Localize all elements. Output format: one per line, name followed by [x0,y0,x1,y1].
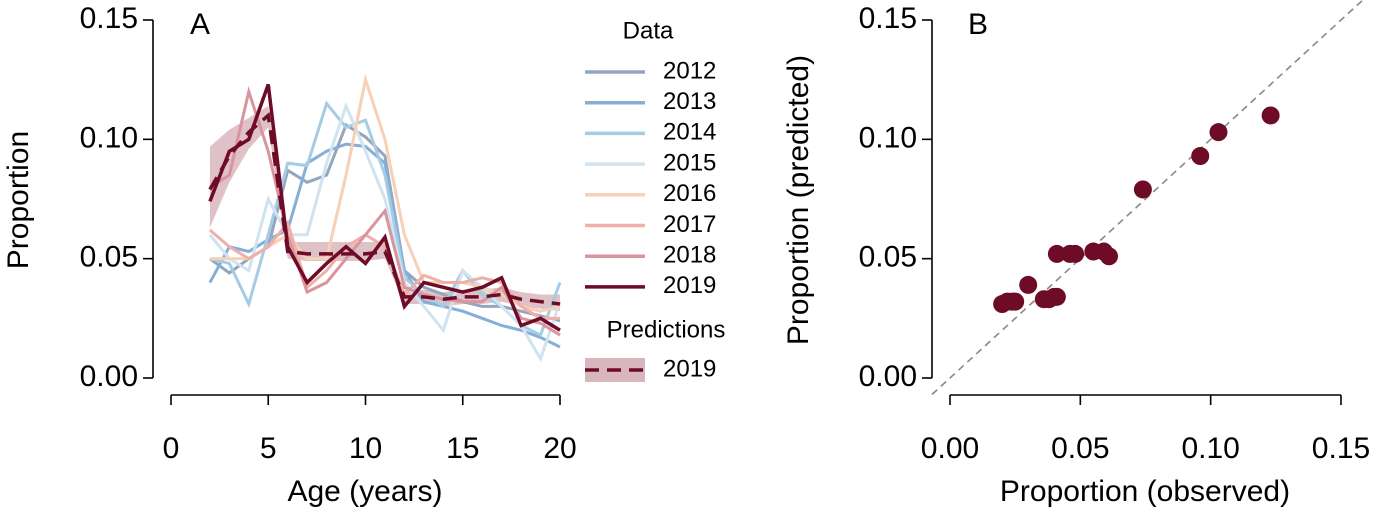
scatter-point [1191,147,1210,166]
scatter-point [1006,292,1025,311]
x-axis-label: Age (years) [287,475,442,508]
y-tick-label: 0.15 [859,2,917,35]
x-tick-label: 15 [446,432,479,465]
panel-label: A [190,8,210,41]
y-axis-label: Proportion (predicted) [782,55,815,345]
legend-label: 2018 [663,242,716,269]
y-tick-label: 0.05 [859,241,917,274]
x-tick-label: 0.15 [1312,432,1370,465]
y-tick-label: 0.10 [80,121,138,154]
x-axis-label: Proportion (observed) [1000,475,1290,508]
data-line [208,219,560,320]
y-tick-label: 0.00 [859,360,917,393]
legend-title: Predictions [607,316,726,343]
x-tick-label: 5 [260,432,277,465]
data-line [208,101,562,363]
scatter-point [1047,287,1066,306]
x-tick-label: 0 [163,432,180,465]
x-tick-label: 0.10 [1181,432,1239,465]
x-tick-label: 0.00 [921,432,979,465]
prediction-band [209,105,560,312]
legend-title: Data [623,17,674,44]
scatter-point [1100,247,1119,266]
scatter-point [1133,180,1152,199]
y-tick-label: 0.05 [80,241,138,274]
legend-label: 2013 [663,88,716,115]
legend-label: 2014 [663,119,716,146]
legend-label: 2019 [663,355,716,382]
prediction-line [208,112,561,306]
x-tick-label: 10 [349,432,382,465]
legend-label: 2019 [663,272,716,299]
scatter-point [1047,244,1066,263]
x-tick-label: 20 [543,432,576,465]
data-line [208,83,561,332]
y-axis-label: Proportion [2,131,35,269]
legend-label: 2016 [663,180,716,207]
legend-label: 2012 [663,57,716,84]
scatter-point [1261,106,1280,125]
legend-label: 2017 [663,211,716,238]
data-line [209,86,561,337]
y-tick-label: 0.00 [80,360,138,393]
panel-label: B [968,8,988,41]
scatter-point [1209,123,1228,142]
legend-label: 2015 [663,149,716,176]
y-tick-label: 0.15 [80,2,138,35]
x-tick-label: 0.05 [1051,432,1109,465]
y-tick-label: 0.10 [859,121,917,154]
identity-line [931,0,1365,396]
scatter-point [1019,275,1038,294]
scatter-point [1066,244,1085,263]
